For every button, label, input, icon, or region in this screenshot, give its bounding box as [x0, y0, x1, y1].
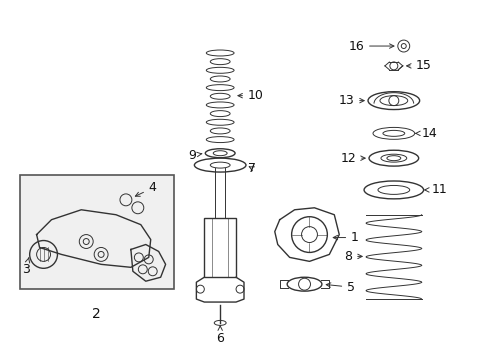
- Ellipse shape: [210, 76, 230, 82]
- Ellipse shape: [380, 154, 406, 162]
- Ellipse shape: [206, 136, 234, 143]
- Text: 13: 13: [338, 94, 364, 107]
- Ellipse shape: [382, 130, 404, 136]
- Text: 11: 11: [424, 184, 447, 197]
- Ellipse shape: [206, 85, 234, 91]
- Ellipse shape: [377, 185, 409, 194]
- Ellipse shape: [368, 150, 418, 166]
- Text: 8: 8: [344, 250, 362, 263]
- Ellipse shape: [206, 119, 234, 125]
- Ellipse shape: [210, 59, 230, 65]
- Ellipse shape: [386, 156, 400, 161]
- Ellipse shape: [210, 93, 230, 99]
- Bar: [20, 175, 173, 289]
- Ellipse shape: [364, 181, 423, 199]
- Ellipse shape: [210, 162, 230, 168]
- Text: 10: 10: [238, 89, 264, 102]
- Text: 7: 7: [247, 162, 255, 175]
- Ellipse shape: [194, 158, 245, 172]
- Text: 12: 12: [340, 152, 365, 165]
- Ellipse shape: [286, 277, 321, 291]
- Ellipse shape: [379, 96, 407, 105]
- Text: 15: 15: [406, 59, 431, 72]
- Ellipse shape: [213, 151, 226, 156]
- Ellipse shape: [205, 149, 235, 158]
- Text: 6: 6: [216, 326, 224, 345]
- Text: 9: 9: [188, 149, 202, 162]
- Text: 4: 4: [135, 181, 156, 196]
- Text: 1: 1: [332, 231, 358, 244]
- Text: 16: 16: [347, 40, 393, 53]
- Text: 2: 2: [92, 307, 101, 321]
- Ellipse shape: [206, 67, 234, 73]
- Ellipse shape: [372, 127, 414, 139]
- Bar: [204, 218, 236, 277]
- Text: 14: 14: [415, 127, 436, 140]
- Ellipse shape: [206, 50, 234, 56]
- Ellipse shape: [206, 102, 234, 108]
- Text: 5: 5: [325, 281, 354, 294]
- Ellipse shape: [210, 111, 230, 117]
- Ellipse shape: [367, 92, 419, 109]
- Text: 3: 3: [22, 257, 30, 276]
- Ellipse shape: [210, 128, 230, 134]
- Ellipse shape: [214, 320, 225, 325]
